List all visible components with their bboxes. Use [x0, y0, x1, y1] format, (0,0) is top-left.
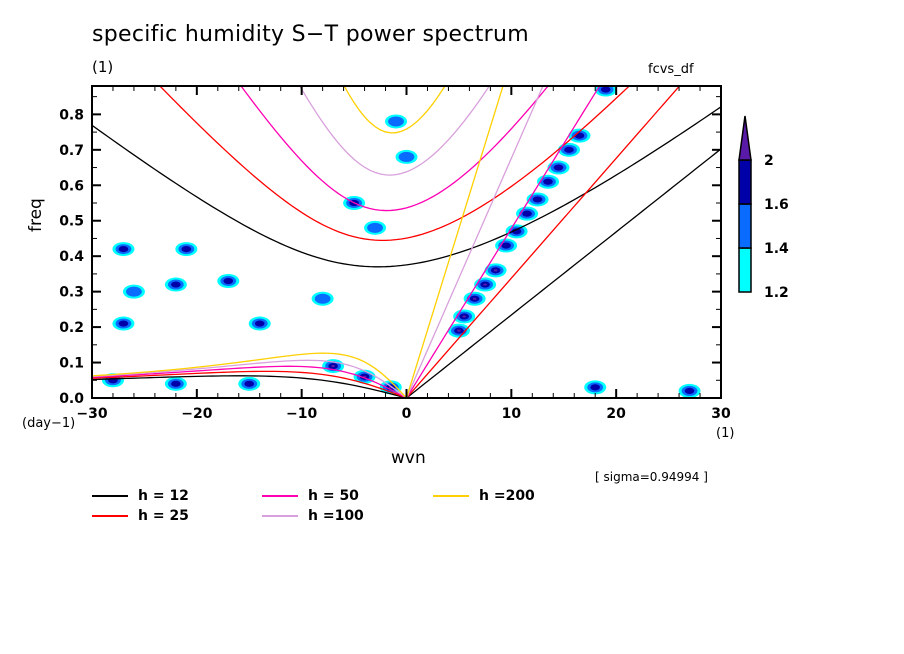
- contour-region: [388, 116, 404, 127]
- contour-region: [254, 320, 265, 327]
- rossby-curve: [92, 365, 407, 398]
- chart-subtitle-units: (1): [92, 58, 114, 76]
- legend-label: h = 25: [138, 508, 189, 524]
- kelvin-curve: [405, 86, 601, 398]
- rossby-curve: [92, 359, 407, 398]
- contour-region: [543, 178, 553, 185]
- axis-ticks: −30 −20 −10 0 10 20 30 0.0 0.1 0.2 0.3 0.4 0.5 0.6 0.7…: [59, 86, 731, 422]
- legend-label: h =200: [479, 488, 535, 504]
- contour-region: [244, 380, 255, 387]
- y-tick-label: 0.4: [59, 249, 84, 265]
- contour-region: [493, 269, 498, 272]
- contour-region: [600, 86, 611, 93]
- contour-region: [223, 277, 234, 285]
- contour-region: [511, 228, 522, 235]
- colorbar-label: 1.2: [764, 285, 789, 301]
- colorbar: 1.2 1.4 1.6 2: [738, 115, 789, 301]
- x-tick-label: 20: [606, 406, 626, 422]
- legend-item: h = 12: [92, 487, 189, 505]
- legend-item: h =200: [433, 487, 535, 505]
- contour-region: [501, 242, 511, 249]
- x-tick-label: 0: [402, 406, 412, 422]
- inertio-gravity-curve: [158, 86, 631, 242]
- y-tick-label: 0.0: [59, 391, 84, 407]
- kelvin-curve: [406, 148, 721, 398]
- contour-region: [564, 146, 574, 153]
- contour-region: [590, 384, 600, 391]
- y-axis-unit: (day−1): [22, 416, 76, 431]
- contour-region: [181, 245, 192, 253]
- contour-region: [398, 151, 415, 162]
- x-tick-label: −30: [76, 406, 107, 422]
- y-tick-label: 0.6: [59, 178, 84, 194]
- contour-region: [331, 364, 335, 368]
- contour-region: [171, 380, 181, 387]
- contour-region: [171, 281, 181, 288]
- colorbar-segment: [738, 159, 752, 205]
- rossby-curve: [92, 375, 407, 398]
- contour-region: [314, 293, 331, 304]
- contour-region: [532, 196, 543, 203]
- y-tick-label: 0.5: [59, 214, 84, 230]
- contour-region: [553, 164, 564, 171]
- contour-region: [522, 210, 532, 217]
- kelvin-curve: [406, 86, 681, 398]
- contour-region: [108, 377, 118, 384]
- legend-label: h = 50: [308, 488, 359, 504]
- dispersion-curves-layer: [92, 86, 721, 398]
- legend-label: h = 12: [138, 488, 189, 504]
- colorbar-label: 1.4: [764, 241, 789, 257]
- inertio-gravity-curve: [92, 106, 721, 268]
- y-tick-label: 0.1: [59, 356, 84, 372]
- sigma-annotation: [ sigma=0.94994 ]: [595, 470, 708, 484]
- chart-subtitle-dataset: fcvs_df: [648, 62, 694, 77]
- legend-swatch: [262, 515, 298, 517]
- inertio-gravity-curve: [240, 86, 549, 212]
- colorbar-extend-triangle: [738, 115, 752, 161]
- colorbar-label: 1.6: [764, 197, 789, 213]
- legend-label: h =100: [308, 508, 364, 524]
- legend-swatch: [92, 515, 128, 517]
- plot-frame: [91, 85, 722, 399]
- contour-region: [118, 320, 129, 327]
- colorbar-segment: [738, 247, 752, 293]
- kelvin-curve: [405, 86, 504, 398]
- y-tick-label: 0.2: [59, 320, 84, 336]
- colorbar-segment: [738, 203, 752, 249]
- y-tick-label: 0.3: [59, 285, 84, 301]
- legend-item: h =100: [262, 507, 364, 525]
- rossby-curve: [92, 352, 407, 398]
- x-tick-label: 10: [502, 406, 522, 422]
- x-axis-label: wvn: [391, 448, 426, 468]
- contour-region: [684, 387, 695, 395]
- x-tick-label: 30: [711, 406, 731, 422]
- contour-region: [367, 222, 383, 233]
- inertio-gravity-curve: [299, 86, 491, 176]
- contour-region: [118, 245, 129, 253]
- contour-region: [483, 283, 487, 286]
- x-tick-label: −20: [181, 406, 212, 422]
- colorbar-label: 2: [764, 153, 774, 169]
- y-tick-label: 0.8: [59, 107, 84, 123]
- contour-region: [457, 329, 461, 332]
- legend-swatch: [92, 495, 128, 497]
- contour-region: [126, 286, 142, 297]
- rossby-curve: [92, 370, 407, 398]
- x-tick-label: −10: [286, 406, 317, 422]
- inertio-gravity-curve: [343, 86, 446, 134]
- legend-item: h = 25: [92, 507, 189, 525]
- contour-fill-layer: [101, 86, 701, 398]
- contour-region: [462, 315, 466, 318]
- kelvin-curve: [405, 86, 544, 398]
- legend-swatch: [262, 495, 298, 497]
- contour-region: [574, 132, 585, 139]
- legend-item: h = 50: [262, 487, 359, 505]
- contour-region: [472, 297, 477, 300]
- legend-swatch: [433, 495, 469, 497]
- x-axis-unit: (1): [716, 426, 735, 441]
- chart-title: specific humidity S−T power spectrum: [92, 22, 529, 47]
- y-tick-label: 0.7: [59, 143, 84, 159]
